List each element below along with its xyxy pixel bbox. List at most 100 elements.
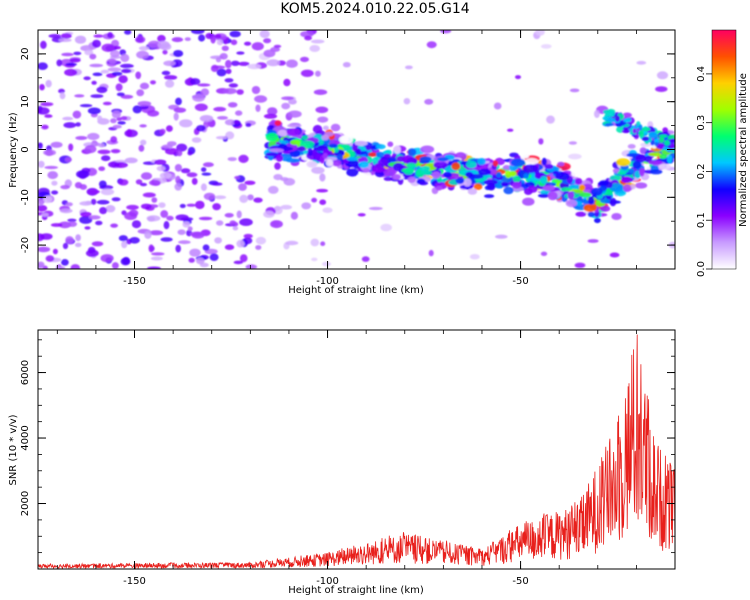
heatmap-cell xyxy=(50,141,63,148)
heatmap-cell xyxy=(97,149,111,155)
colorbar-tick-label: 0.0 xyxy=(696,261,707,277)
heatmap-cell xyxy=(552,170,559,175)
heatmap-cell xyxy=(101,155,111,162)
heatmap-cell xyxy=(243,233,253,239)
heatmap-cell xyxy=(72,110,82,119)
heatmap-cell xyxy=(175,97,182,106)
heatmap-cell xyxy=(74,94,85,98)
heatmap-cell xyxy=(392,162,404,172)
heatmap-cell xyxy=(406,162,417,169)
heatmap-cell xyxy=(420,145,435,154)
heatmap-cell xyxy=(111,71,123,76)
heatmap-cell xyxy=(236,210,242,219)
heatmap-cell xyxy=(285,240,299,246)
snr-frame xyxy=(37,329,676,570)
heatmap-cell xyxy=(267,107,278,116)
heatmap-cell xyxy=(510,158,526,167)
heatmap-cell xyxy=(287,123,302,128)
heatmap-cell xyxy=(493,102,502,110)
heatmap-cell xyxy=(604,122,615,127)
heatmap-cell xyxy=(224,119,236,126)
heatmap-cell xyxy=(354,140,368,146)
heatmap-cell xyxy=(230,39,238,46)
heatmap-cell xyxy=(537,193,550,198)
heatmap-cell xyxy=(224,78,234,83)
heatmap-cell xyxy=(638,124,643,131)
heatmap-cell xyxy=(503,186,514,195)
heatmap-cell xyxy=(274,120,282,126)
heatmap-cell xyxy=(587,211,595,217)
heatmap-cell xyxy=(465,171,474,178)
heatmap-cell xyxy=(236,89,244,95)
heatmap-cell xyxy=(198,34,206,42)
heatmap-cell xyxy=(638,130,644,138)
heatmap-cell xyxy=(522,197,535,206)
heatmap-cell xyxy=(174,164,182,172)
heatmap-cell xyxy=(437,157,449,162)
heatmap-cell xyxy=(224,244,235,250)
heatmap-cell xyxy=(658,143,664,150)
heatmap-cell xyxy=(120,63,134,69)
heatmap-cell xyxy=(473,183,483,190)
heatmap-cell xyxy=(632,161,642,169)
heatmap-cell xyxy=(587,239,599,243)
heatmap-cell xyxy=(265,132,279,142)
heatmap-cell xyxy=(187,150,193,156)
heatmap-cell xyxy=(65,236,74,244)
heatmap-cell xyxy=(424,98,434,105)
heatmap-cell xyxy=(383,153,391,159)
heatmap-cell xyxy=(192,94,206,102)
heatmap-cell xyxy=(525,158,539,165)
heatmap-cell xyxy=(523,173,529,179)
heatmap-cell xyxy=(263,49,276,58)
heatmap-cell xyxy=(177,229,186,235)
heatmap-cell xyxy=(184,37,191,41)
heatmap-cell xyxy=(73,51,82,56)
heatmap-cell xyxy=(38,261,45,269)
heatmap-cell xyxy=(156,165,166,172)
heatmap-cell xyxy=(120,53,130,63)
heatmap-cell xyxy=(616,158,631,167)
heatmap-cell xyxy=(286,59,298,68)
heatmap-cell xyxy=(59,92,66,100)
heatmap-cell xyxy=(649,169,663,175)
heatmap-cell xyxy=(90,94,104,98)
heatmap-cell xyxy=(321,134,330,141)
heatmap-cell xyxy=(568,153,582,160)
heatmap-cell xyxy=(176,143,188,152)
snr-x-axis-title: Height of straight line (km) xyxy=(288,585,424,596)
heatmap-cell xyxy=(107,32,113,39)
heatmap-cell xyxy=(128,209,139,217)
heatmap-cell xyxy=(89,63,103,68)
heatmap-cell xyxy=(87,107,101,115)
heatmap-cell xyxy=(244,180,256,185)
heatmap-cell xyxy=(238,61,250,66)
heatmap-cell xyxy=(315,106,329,114)
heatmap-cell xyxy=(428,249,434,257)
heatmap-cell xyxy=(641,136,650,142)
heatmap-cell xyxy=(365,144,372,151)
heatmap-cell xyxy=(418,181,429,186)
heatmap-cell xyxy=(85,249,99,257)
heatmap-cell xyxy=(182,221,191,228)
heatmap-cell xyxy=(65,202,73,207)
heatmap-cell xyxy=(507,128,514,132)
heatmap-cell xyxy=(648,132,658,139)
heatmap-cell xyxy=(47,171,58,180)
heatmap-cell xyxy=(346,168,359,177)
heatmap-cell xyxy=(149,179,161,186)
heatmap-cell xyxy=(116,92,125,97)
heatmap-cell xyxy=(56,266,66,269)
heatmap-cell xyxy=(38,233,45,242)
heatmap-cell xyxy=(110,149,121,154)
heatmap-cell xyxy=(555,172,570,181)
heatmap-cell xyxy=(215,136,228,140)
heatmap-cell xyxy=(281,96,294,101)
heatmap-cell xyxy=(213,106,227,112)
heatmap-cell xyxy=(542,185,555,191)
heatmap-cell xyxy=(313,89,328,95)
heatmap-cell xyxy=(544,164,554,170)
heatmap-cell xyxy=(229,30,241,38)
heatmap-cell xyxy=(319,173,326,182)
heatmap-cell xyxy=(160,237,173,242)
